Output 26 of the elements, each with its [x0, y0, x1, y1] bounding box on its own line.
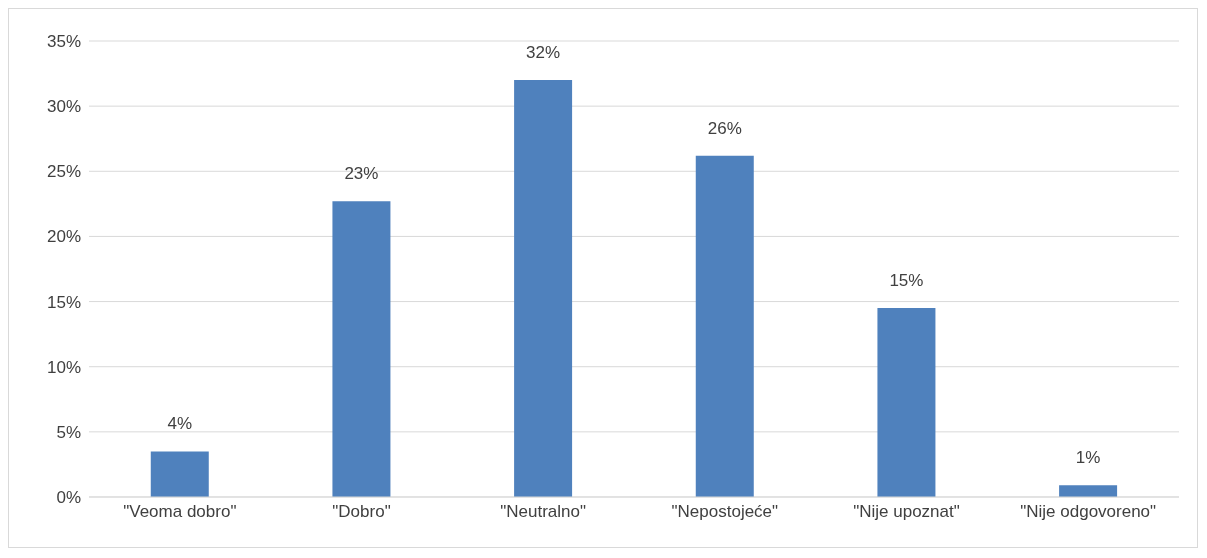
y-tick-label: 20% — [46, 227, 81, 247]
y-tick-label: 15% — [46, 292, 81, 312]
data-label: 23% — [344, 164, 379, 184]
y-tick-label: 30% — [46, 97, 81, 117]
data-label: 4% — [167, 414, 193, 434]
data-label: 15% — [889, 271, 924, 291]
y-tick-label: 10% — [46, 357, 81, 377]
y-tick-label: 0% — [56, 488, 81, 508]
bar — [332, 201, 391, 497]
data-label: 26% — [707, 118, 742, 138]
y-tick-label: 5% — [56, 422, 81, 442]
x-tick-label: "Veoma dobro" — [123, 502, 237, 522]
data-label: 32% — [526, 43, 561, 63]
bar — [695, 155, 754, 497]
y-tick-label: 35% — [46, 32, 81, 52]
bar — [150, 451, 209, 497]
x-tick-label: "Nije upoznat" — [853, 502, 960, 522]
data-label: 1% — [1075, 448, 1101, 468]
bar — [514, 80, 573, 497]
x-tick-label: "Nije odgovoreno" — [1020, 502, 1157, 522]
x-tick-label: "Neutralno" — [500, 502, 587, 522]
bar — [1059, 485, 1118, 497]
y-tick-label: 25% — [46, 162, 81, 182]
bar — [877, 308, 936, 497]
x-tick-label: "Nepostojeće" — [671, 502, 779, 522]
x-tick-label: "Dobro" — [332, 502, 391, 522]
